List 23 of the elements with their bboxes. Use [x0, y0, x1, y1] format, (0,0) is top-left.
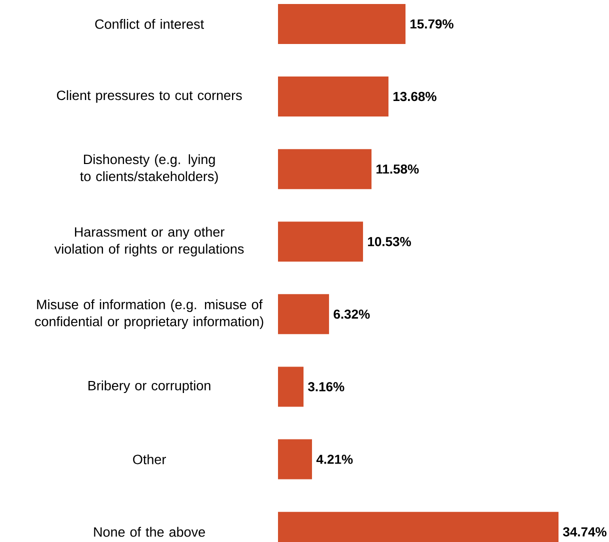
bar — [278, 439, 312, 480]
y-tick-label: Dishonesty (e.g. lying to clients/stakeholders) — [80, 154, 218, 184]
y-tick-label: Misuse of information (e.g. misuse of confidential or proprietary information) — [35, 299, 264, 329]
y-tick-label: None of the above — [94, 526, 205, 537]
data-label: 10.53% — [368, 237, 411, 246]
bar — [278, 222, 364, 262]
data-label: 34.74% — [563, 527, 606, 536]
data-label: 6.32% — [334, 310, 370, 319]
data-label: 11.58% — [376, 164, 419, 174]
y-tick-label: Other — [133, 454, 166, 464]
bar — [278, 366, 304, 407]
y-tick-label: Bribery or corruption — [88, 380, 210, 394]
y-tick-label: Conflict of interest — [95, 18, 204, 29]
data-label: 3.16% — [308, 382, 344, 392]
bar — [278, 149, 372, 190]
bar — [278, 76, 388, 117]
bar — [278, 294, 330, 334]
data-label: 4.21% — [316, 454, 353, 464]
bar — [278, 4, 406, 44]
y-tick-label: Harassment or any other violation of rights or regulations — [54, 226, 244, 256]
y-tick-label: Client pressures to cut corners — [56, 90, 242, 103]
data-label: 13.68% — [393, 92, 436, 102]
data-label: 15.79% — [410, 19, 454, 29]
